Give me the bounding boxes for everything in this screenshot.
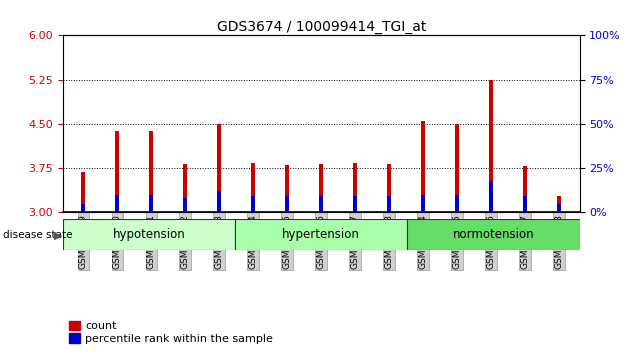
Bar xyxy=(455,124,459,212)
Bar xyxy=(251,164,255,212)
Bar xyxy=(353,196,357,212)
Bar xyxy=(149,195,153,212)
Bar xyxy=(285,165,289,212)
Bar xyxy=(387,196,391,212)
Bar xyxy=(63,219,235,250)
Text: hypotension: hypotension xyxy=(113,228,185,241)
Bar xyxy=(217,191,221,212)
Bar xyxy=(251,196,255,212)
Bar xyxy=(557,204,561,212)
Bar xyxy=(408,219,580,250)
Bar xyxy=(115,131,120,212)
Bar xyxy=(523,166,527,212)
Text: hypertension: hypertension xyxy=(282,228,360,241)
Bar xyxy=(81,204,86,212)
Text: disease state: disease state xyxy=(3,230,72,240)
Bar xyxy=(421,195,425,212)
Bar xyxy=(353,164,357,212)
Title: GDS3674 / 100099414_TGI_at: GDS3674 / 100099414_TGI_at xyxy=(217,21,426,34)
Bar xyxy=(489,80,493,212)
Bar xyxy=(489,181,493,212)
Bar xyxy=(319,196,323,212)
Bar xyxy=(235,219,408,250)
Legend: count, percentile rank within the sample: count, percentile rank within the sample xyxy=(69,321,273,344)
Text: ▶: ▶ xyxy=(54,230,62,240)
Bar xyxy=(81,172,86,212)
Bar xyxy=(421,121,425,212)
Bar xyxy=(149,131,153,212)
Bar xyxy=(319,164,323,212)
Bar xyxy=(217,124,221,212)
Bar xyxy=(387,164,391,212)
Bar xyxy=(183,164,187,212)
Bar xyxy=(455,195,459,212)
Bar xyxy=(183,198,187,212)
Bar xyxy=(115,195,120,212)
Text: normotension: normotension xyxy=(453,228,534,241)
Bar xyxy=(557,196,561,212)
Bar xyxy=(285,196,289,212)
Bar xyxy=(523,196,527,212)
